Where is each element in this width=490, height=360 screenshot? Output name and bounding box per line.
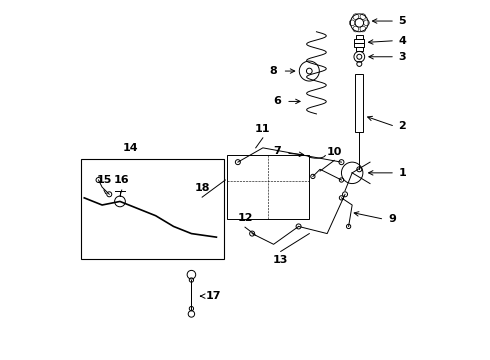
- Text: 14: 14: [123, 143, 139, 153]
- Text: 8: 8: [270, 66, 277, 76]
- Text: 5: 5: [398, 16, 406, 26]
- Text: 4: 4: [398, 36, 407, 46]
- Text: 16: 16: [114, 175, 129, 185]
- Bar: [356, 35, 363, 39]
- Text: 7: 7: [273, 147, 281, 157]
- Text: 18: 18: [195, 183, 210, 193]
- Text: 2: 2: [398, 121, 406, 131]
- Text: 12: 12: [237, 213, 253, 223]
- Bar: [355, 75, 363, 132]
- Text: 6: 6: [273, 96, 281, 107]
- Text: 9: 9: [388, 214, 396, 224]
- Text: 15: 15: [96, 175, 112, 185]
- Text: 13: 13: [273, 255, 289, 265]
- Bar: [354, 43, 365, 46]
- Text: 1: 1: [398, 168, 406, 178]
- Bar: [81, 158, 223, 258]
- Bar: [356, 48, 363, 51]
- Text: 3: 3: [398, 52, 406, 62]
- Bar: [227, 155, 309, 219]
- Text: 10: 10: [327, 147, 342, 157]
- Bar: [354, 39, 365, 42]
- Text: 17: 17: [206, 291, 221, 301]
- Text: 11: 11: [255, 123, 270, 134]
